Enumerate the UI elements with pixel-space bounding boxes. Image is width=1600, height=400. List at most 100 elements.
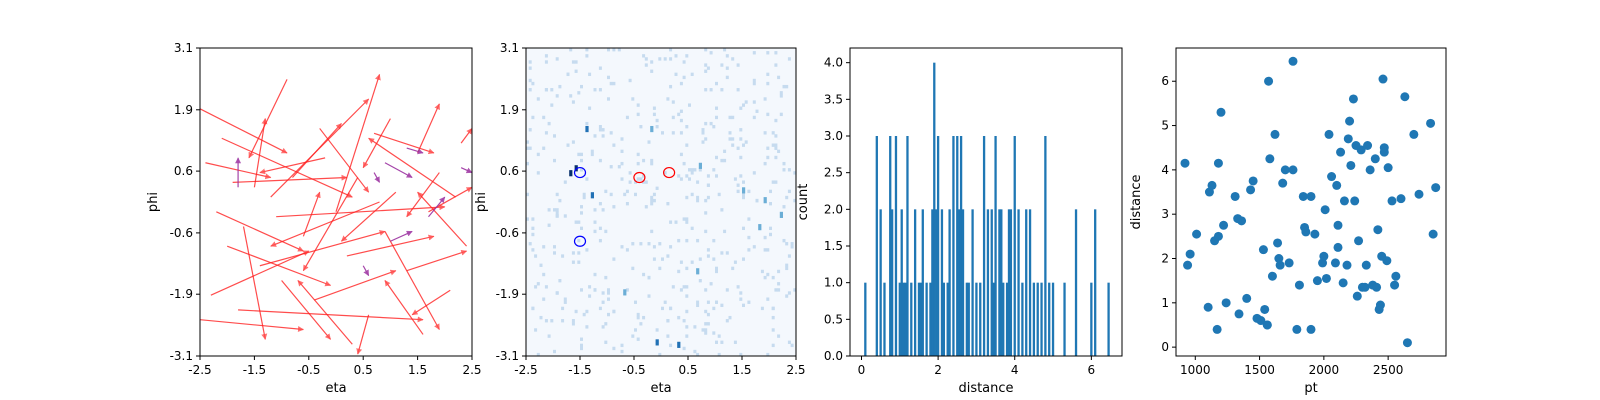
histogram-bar [879,209,882,356]
histogram-bar [1032,282,1036,356]
scatter-point [1273,238,1283,248]
heatmap-cell [717,192,721,197]
y-tick-label: 3.1 [174,41,193,55]
heatmap-cell [569,94,573,98]
heatmap-cell [685,285,689,289]
heatmap-cell [793,198,796,203]
plot-frame [525,47,797,357]
heatmap-cell [580,84,583,89]
heatmap-cell [588,285,592,289]
heatmap-cell [563,300,567,304]
heatmap-cell [774,143,778,147]
heatmap-cell [739,291,743,295]
heatmap-cell [763,275,767,280]
heatmap-cell [766,352,770,356]
x-tick-label: 0.5 [678,363,697,377]
heatmap-cell [752,245,756,249]
red-circle [633,171,646,184]
heatmap-cell [701,131,705,135]
scatter-point [1320,205,1330,215]
heatmap-cell [766,51,770,55]
heatmap-cell [528,128,532,132]
red-arrow [200,319,304,332]
heatmap-cell [612,257,616,261]
heatmap-cell [604,322,608,326]
heatmap-cell [720,251,724,255]
heatmap-cell [607,297,610,301]
histogram-bar [1107,282,1110,356]
heatmap-cell [607,288,610,292]
scatter-point [1360,282,1370,292]
heatmap-cell [531,81,535,86]
y-tick-label: -3.1 [496,349,519,363]
histogram-bar [1028,209,1032,356]
heatmap-cell [769,232,772,237]
plot-frame [199,47,473,357]
heatmap-cell [601,134,605,138]
heatmap-cell [690,171,694,175]
heatmap-cell [766,155,770,160]
scatter-point [1321,273,1331,283]
heatmap-cell [642,180,646,184]
heatmap-cell [652,257,656,261]
heatmap-cell [585,248,589,252]
y-tick-label: 1 [1161,296,1169,310]
heatmap-cell [563,297,567,301]
heatmap-cell [736,146,740,150]
red-arrow [292,123,342,178]
heatmap-cell [569,48,573,52]
heatmap-cell [604,189,608,194]
heatmap-cell [747,300,751,304]
heatmap-cell [725,288,729,292]
x-tick-label: 4 [1011,363,1019,377]
heatmap-cell [528,78,532,83]
y-axis-label: phi [146,192,161,212]
histogram-bar [875,136,878,356]
scatter-point [1294,280,1304,290]
heatmap-cell [593,220,597,224]
heatmap-cell [604,275,608,280]
heatmap-cell [725,54,729,58]
histogram-bar [961,209,965,356]
heatmap-cell [779,112,783,117]
scatter-point [1343,134,1353,144]
red-arrow [411,289,451,316]
y-axis-label: phi [474,192,489,212]
heatmap-cell [725,75,729,80]
red-arrow [368,137,457,198]
heatmap-cell [736,63,740,67]
scatter-point [1203,302,1213,312]
scatter-point [1306,191,1316,201]
heatmap-cell [526,140,529,144]
heatmap-cell [747,189,751,194]
heatmap-cell [574,220,578,224]
heatmap-cell [669,245,673,249]
heatmap-cell [636,312,640,317]
scatter-point [1280,165,1290,175]
heatmap-cell [712,168,716,172]
heatmap-cell [733,340,737,344]
heatmap-cell [650,60,654,64]
histogram-bar [1051,282,1055,356]
scatter-point [1409,129,1419,139]
red-arrow [356,314,370,355]
heatmap-cell [598,125,602,129]
heatmap-cell [661,131,664,135]
heatmap-cell [690,260,694,264]
heatmap-cell [790,245,794,249]
purple-arrow [428,196,446,218]
heatmap-cell [601,128,605,132]
heatmap-cell [609,81,613,86]
heatmap-cell [636,152,640,157]
heatmap-cell [752,51,756,55]
heatmap-cell [580,205,583,209]
heatmap-cell [555,94,559,98]
histogram-bar [1044,136,1047,356]
heatmap-cell [774,118,778,123]
heatmap-cell [720,303,724,308]
heatmap-layer [526,48,796,356]
heatmap-cell [582,312,586,317]
heatmap-cell [652,106,656,110]
heatmap-cell [528,88,532,92]
x-tick-label: 2000 [1309,363,1340,377]
